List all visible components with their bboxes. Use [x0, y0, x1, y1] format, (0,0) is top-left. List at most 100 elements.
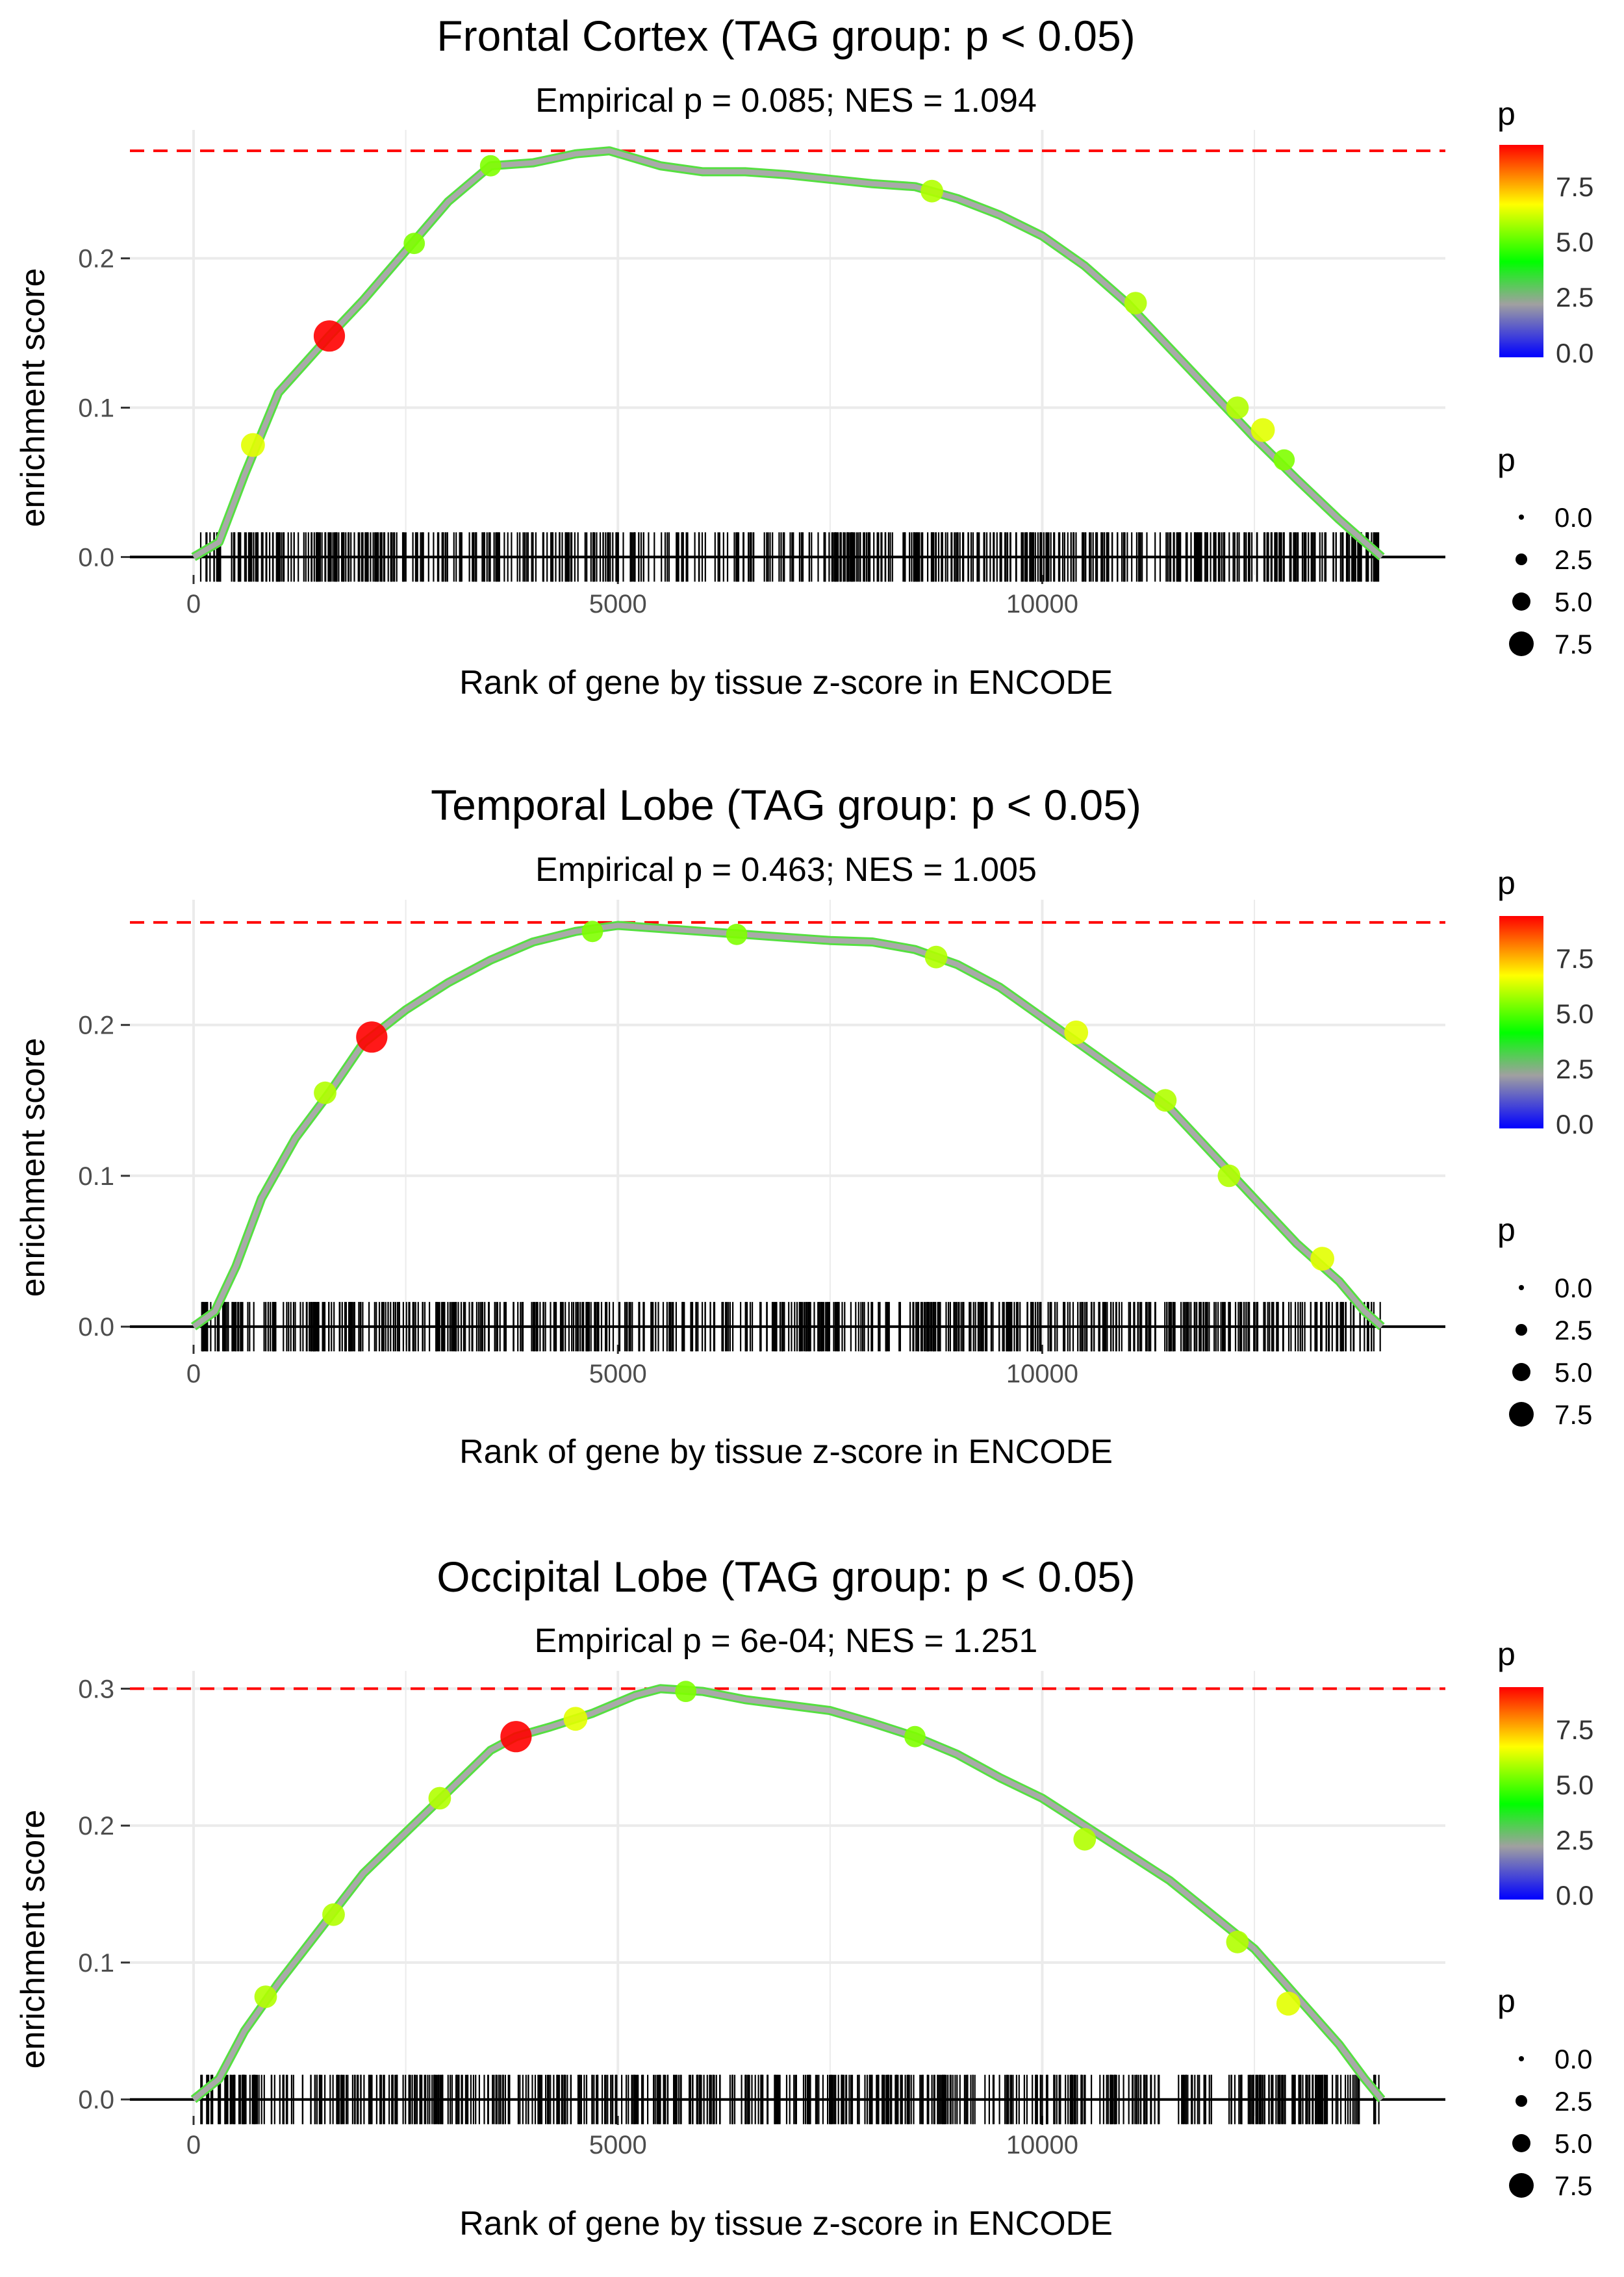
highlight-point	[581, 921, 603, 943]
y-tick-label: 0.2	[78, 245, 114, 273]
highlight-point	[428, 1787, 451, 1810]
highlight-point	[322, 1903, 345, 1926]
x-tick-label: 0	[186, 1360, 201, 1388]
highlight-points	[241, 155, 1295, 471]
chart-title: Frontal Cortex (TAG group: p < 0.05)	[437, 12, 1135, 60]
size-legend-label: 0.0	[1554, 2044, 1592, 2074]
highlight-points	[254, 1681, 1300, 2016]
highlight-point	[675, 1681, 697, 1703]
size-legend-dot	[1516, 553, 1527, 565]
x-tick-label: 5000	[589, 590, 647, 618]
size-legend-dot	[1509, 631, 1534, 656]
size-legend-label: 7.5	[1554, 1399, 1592, 1430]
color-tick-label: 5.0	[1556, 1770, 1593, 1800]
gene-rug	[201, 1302, 1381, 1352]
color-tick-label: 7.5	[1556, 1714, 1593, 1745]
highlight-point	[904, 1725, 926, 1748]
size-legend: p 0.0 2.5 5.0 7.5	[1497, 1983, 1592, 2201]
size-legend-dot	[1519, 1285, 1524, 1290]
x-axis-label: Rank of gene by tissue z-score in ENCODE	[459, 2205, 1113, 2243]
color-legend-title: p	[1497, 1636, 1516, 1672]
highlight-point	[1124, 292, 1147, 314]
highlight-point	[1276, 1991, 1300, 2016]
highlight-points	[314, 921, 1334, 1271]
color-gradient-bar	[1499, 916, 1543, 1128]
y-tick-label: 0.2	[78, 1011, 114, 1040]
size-legend-dot	[1512, 2134, 1530, 2152]
size-legend-label: 0.0	[1554, 1273, 1592, 1303]
color-legend: p 7.5 5.0 2.5 0.0	[1497, 865, 1593, 1139]
size-legend-title: p	[1497, 1212, 1516, 1248]
highlight-point	[403, 233, 425, 255]
highlight-point	[356, 1021, 388, 1053]
x-axis-label: Rank of gene by tissue z-score in ENCODE	[459, 664, 1113, 702]
y-tick-labels: 0.0 0.1 0.2	[78, 1011, 114, 1342]
x-tick-label: 10000	[1006, 1360, 1078, 1388]
color-tick-label: 5.0	[1556, 227, 1593, 257]
color-tick-label: 2.5	[1556, 1054, 1593, 1084]
highlight-point	[1250, 418, 1275, 442]
chart-subtitle: Empirical p = 6e-04; NES = 1.251	[535, 1622, 1038, 1660]
y-tick-label: 0.0	[78, 1313, 114, 1342]
highlight-point	[313, 320, 346, 352]
chart-subtitle: Empirical p = 0.085; NES = 1.094	[535, 82, 1037, 120]
y-axis-label: enrichment score	[14, 268, 52, 528]
highlight-point	[726, 924, 748, 945]
color-legend-title: p	[1497, 95, 1516, 132]
color-tick-label: 0.0	[1556, 338, 1593, 368]
y-tick-label: 0.1	[78, 1162, 114, 1191]
highlight-point	[1273, 449, 1295, 471]
size-legend-dot	[1512, 592, 1530, 611]
y-tick-labels: 0.0 0.1 0.2	[78, 245, 114, 572]
size-legend-label: 2.5	[1554, 2086, 1592, 2117]
x-tick-label: 10000	[1006, 2131, 1078, 2159]
highlight-point	[1310, 1247, 1334, 1271]
gene-rug	[199, 532, 1380, 582]
panel-frontal-cortex: Frontal Cortex (TAG group: p < 0.05) Emp…	[14, 12, 1593, 702]
y-tick-label: 0.1	[78, 394, 114, 423]
x-tick-label: 0	[186, 590, 201, 618]
highlight-point	[1226, 396, 1249, 419]
size-legend-dot	[1519, 515, 1524, 520]
size-legend-dot	[1519, 2056, 1524, 2061]
highlight-point	[920, 179, 943, 203]
size-legend-label: 7.5	[1554, 629, 1592, 659]
size-legend: p 0.0 2.5 5.0 7.5	[1497, 1212, 1592, 1430]
color-legend: p 7.5 5.0 2.5 0.0	[1497, 1636, 1593, 1911]
y-tick-label: 0.0	[78, 2086, 114, 2115]
size-legend-label: 5.0	[1554, 2128, 1592, 2159]
color-legend-title: p	[1497, 865, 1516, 901]
highlight-point	[1217, 1164, 1241, 1188]
highlight-point	[1226, 1930, 1249, 1953]
gridlines	[121, 130, 1445, 584]
color-tick-label: 0.0	[1556, 1880, 1593, 1911]
enrichment-curve-outline	[190, 921, 1385, 1330]
y-tick-label: 0.3	[78, 1675, 114, 1703]
y-tick-label: 0.0	[78, 543, 114, 572]
color-tick-label: 2.5	[1556, 282, 1593, 312]
highlight-point	[479, 155, 501, 177]
highlight-point	[1154, 1089, 1177, 1112]
color-gradient-bar	[1499, 1687, 1543, 1900]
y-tick-label: 0.2	[78, 1812, 114, 1840]
color-tick-label: 7.5	[1556, 943, 1593, 974]
chart-title: Temporal Lobe (TAG group: p < 0.05)	[431, 781, 1141, 829]
x-tick-label: 0	[186, 2131, 201, 2159]
enrichment-curve	[192, 148, 1384, 559]
size-legend-label: 2.5	[1554, 1315, 1592, 1345]
chart-title: Occipital Lobe (TAG group: p < 0.05)	[437, 1553, 1136, 1601]
chart-subtitle: Empirical p = 0.463; NES = 1.005	[535, 851, 1037, 889]
highlight-point	[241, 433, 265, 457]
color-tick-label: 5.0	[1556, 999, 1593, 1029]
size-legend-dot	[1509, 1402, 1534, 1427]
panel-temporal-lobe: Temporal Lobe (TAG group: p < 0.05) Empi…	[14, 781, 1593, 1471]
enrichment-curve-outline	[190, 1684, 1386, 2104]
color-tick-label: 0.0	[1556, 1109, 1593, 1139]
x-axis-label: Rank of gene by tissue z-score in ENCODE	[459, 1433, 1113, 1471]
x-tick-label: 5000	[589, 1360, 647, 1388]
x-tick-labels: 0 5000 10000	[186, 590, 1078, 618]
size-legend-label: 7.5	[1554, 2170, 1592, 2201]
highlight-point	[924, 945, 948, 969]
color-gradient-bar	[1499, 145, 1543, 357]
